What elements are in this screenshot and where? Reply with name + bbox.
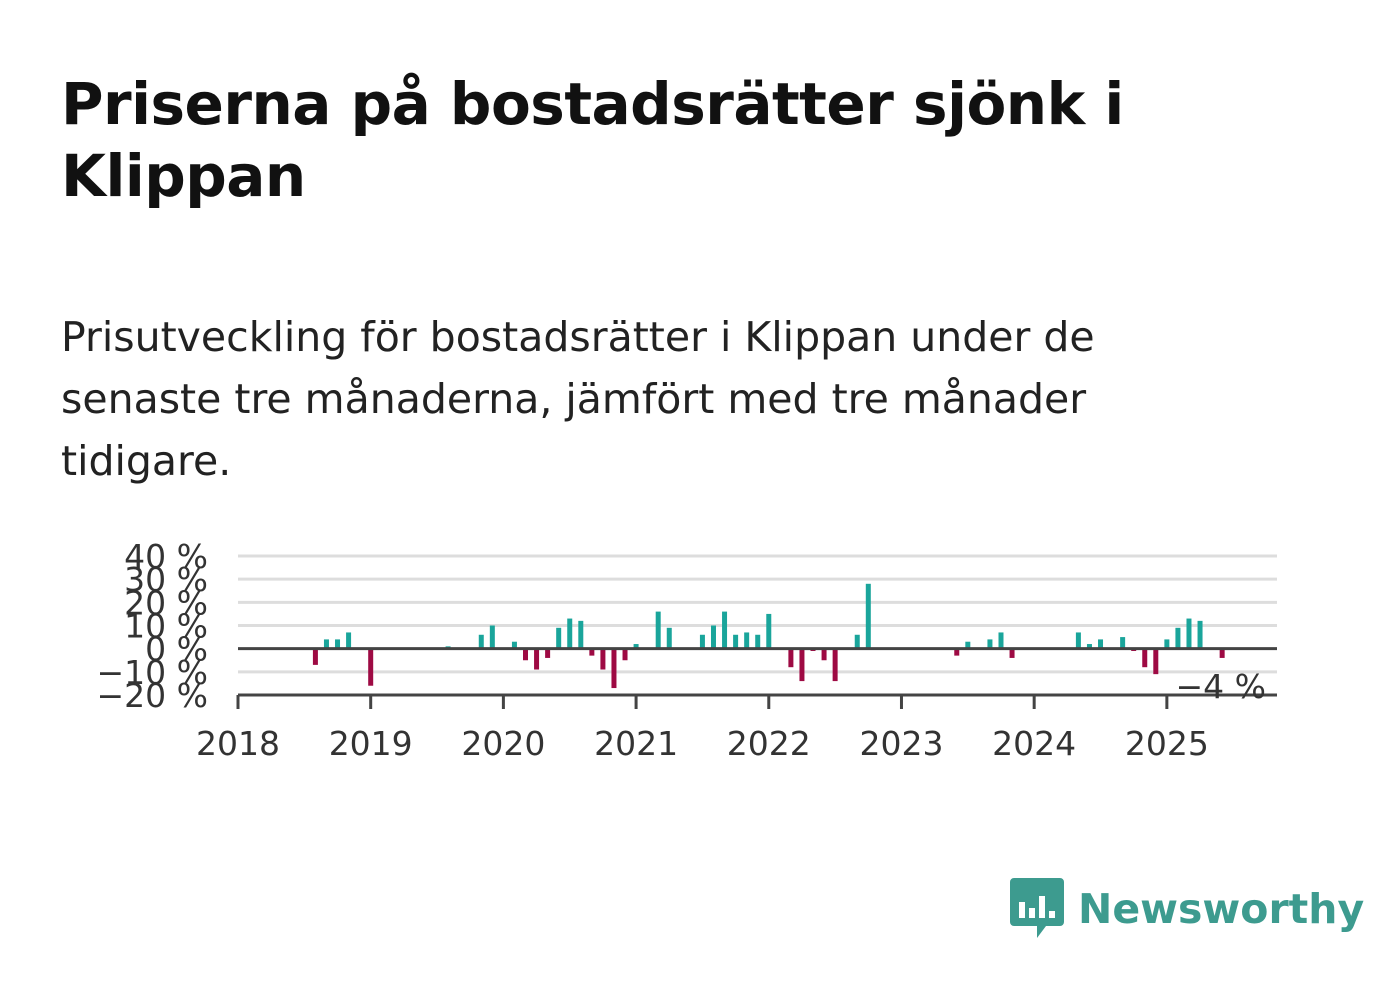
bar (821, 648, 827, 661)
bar (954, 648, 960, 656)
bar (744, 632, 750, 649)
y-tick-label: −20 % (97, 676, 209, 715)
bar (710, 625, 716, 649)
x-tick-label: 2025 (1125, 724, 1209, 763)
bar (766, 613, 772, 649)
bar (987, 639, 993, 649)
bar (788, 648, 794, 668)
bar (699, 634, 705, 649)
x-tick-label: 2021 (594, 724, 678, 763)
chart-subtitle: Prisutveckling för bostadsrätter i Klipp… (61, 313, 1095, 485)
chart-title: Priserna på bostadsrätter sjönk i Klippa… (61, 70, 1124, 210)
x-tick-label: 2018 (196, 724, 280, 763)
x-tick-label: 2022 (727, 724, 811, 763)
bar (965, 641, 971, 649)
bar (556, 627, 562, 649)
bar (1175, 627, 1181, 649)
bar (489, 625, 495, 649)
last-value-label: −4 % (1176, 667, 1267, 706)
bar (1164, 639, 1170, 649)
bar (545, 648, 551, 658)
y-tick-label: 20 % (124, 583, 208, 622)
y-tick-label: 30 % (124, 560, 208, 599)
bar (1186, 618, 1192, 649)
bar (1197, 620, 1203, 649)
bar (312, 648, 318, 665)
brand-name: Newsworthy (1078, 885, 1365, 933)
y-tick-label: 0 % (145, 630, 208, 669)
bar (733, 634, 739, 649)
bar (534, 648, 540, 670)
bar (722, 611, 728, 649)
bar (567, 618, 573, 649)
bar (1009, 648, 1015, 658)
annotations: −4 % (1176, 667, 1267, 706)
bar (1120, 637, 1126, 649)
bar (1142, 648, 1148, 668)
bar-chart: −20 %−10 %0 %10 %20 %30 %40 % 2018 2019 20… (97, 537, 1277, 763)
x-tick-label: 2024 (992, 724, 1076, 763)
bar-chart-speech-bubble-icon (1010, 878, 1064, 938)
bar (1219, 648, 1225, 658)
bar (323, 639, 329, 649)
newsworthy-logo: Newsworthy (1010, 878, 1364, 940)
y-tick-label: 10 % (124, 607, 208, 646)
bar (600, 648, 606, 670)
bar (666, 627, 672, 649)
y-axis-labels: −20 %−10 %0 %10 %20 %30 %40 % (97, 537, 209, 715)
bar (511, 641, 517, 649)
bar (478, 634, 484, 649)
y-tick-label: −10 % (97, 653, 209, 692)
x-axis: 2018 2019 2020 2021 2022 2023 2024 2025 (196, 647, 1277, 763)
bar (523, 648, 529, 661)
x-tick-label: 2023 (859, 724, 943, 763)
bar (998, 632, 1004, 649)
bar (368, 648, 374, 686)
bar (589, 648, 595, 656)
bar (755, 634, 761, 649)
bar (655, 611, 661, 649)
bar (832, 648, 838, 682)
bar (346, 632, 352, 649)
bar (1153, 648, 1159, 675)
y-tick-label: 40 % (124, 537, 208, 576)
bar (1086, 644, 1092, 649)
bar (611, 648, 617, 689)
bar (1075, 632, 1081, 649)
grid-lines (238, 554, 1277, 674)
bar (1098, 639, 1104, 649)
bar (335, 639, 341, 649)
bar (854, 634, 860, 649)
x-tick-label: 2019 (329, 724, 413, 763)
bar (622, 648, 628, 661)
bars (312, 583, 1225, 689)
bar (633, 644, 639, 649)
bar (865, 583, 871, 649)
x-tick-label: 2020 (461, 724, 545, 763)
bar (799, 648, 805, 682)
bar (578, 620, 584, 649)
